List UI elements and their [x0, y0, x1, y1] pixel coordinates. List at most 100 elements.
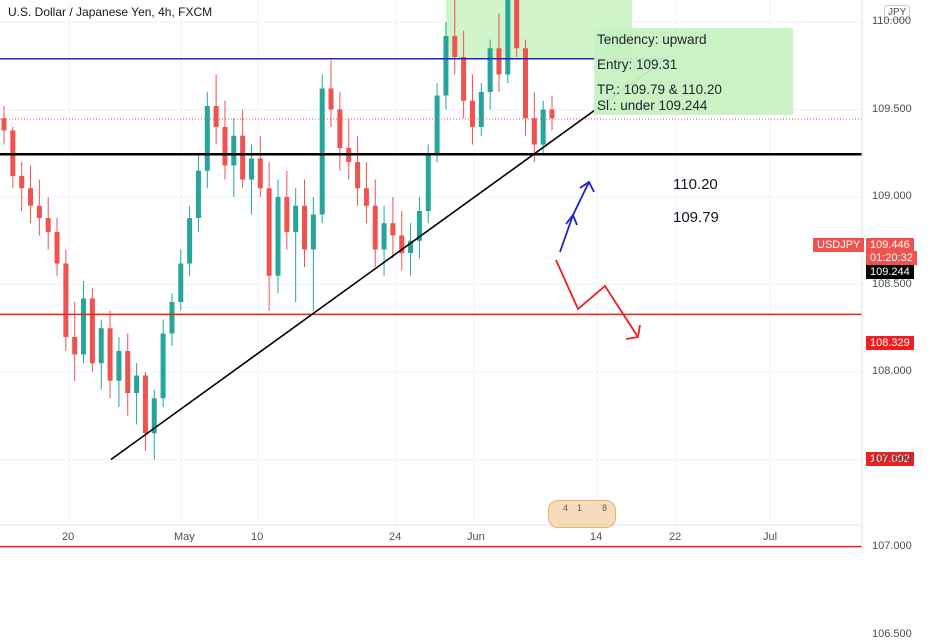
candle-down — [142, 375, 148, 434]
candle-up — [81, 298, 87, 355]
time-axis-label: 22 — [669, 531, 682, 543]
candle-down — [363, 188, 369, 206]
candle-down — [54, 232, 60, 264]
price-axis-label: 106.500 — [872, 627, 912, 640]
candle-down — [496, 48, 502, 75]
support-price-tag: 109.244 — [866, 265, 914, 279]
price-axis-label: 107.500 — [872, 452, 912, 465]
ascending-trendline[interactable] — [110, 58, 667, 461]
candle-up — [160, 333, 166, 399]
candle-up — [231, 135, 237, 166]
candle-down — [337, 109, 343, 148]
candle-up — [505, 0, 511, 75]
candle-up — [540, 109, 546, 145]
price-axis-label: 108.500 — [872, 277, 912, 290]
candle-up — [178, 263, 184, 302]
candle-up — [169, 302, 175, 334]
entry-text: Entry: 109.31 — [597, 57, 678, 72]
time-axis-label: 24 — [389, 531, 402, 543]
time-axis-label: Jun — [467, 531, 485, 543]
price-axis-label: 109.000 — [872, 190, 912, 202]
grid-lines — [0, 0, 862, 548]
candle-down — [266, 188, 272, 276]
candle-down — [461, 57, 467, 101]
candle-up — [319, 88, 325, 215]
candle-down — [355, 162, 361, 189]
candle-down — [19, 176, 25, 189]
red-level-1-tag: 108.329 — [866, 336, 914, 350]
candle-down — [469, 100, 475, 127]
candle-up — [151, 398, 157, 434]
bullish-arrow-short-head — [565, 213, 578, 226]
candle-up — [434, 95, 440, 154]
price-axis-label: 107.000 — [872, 540, 912, 552]
bullish-arrow-short[interactable] — [559, 214, 574, 253]
economic-events-badge[interactable]: 4 1 8 — [548, 500, 616, 528]
bearish-arrow[interactable] — [555, 259, 639, 338]
candle-down — [89, 298, 95, 364]
candle-down — [125, 351, 131, 393]
candle-down — [399, 235, 405, 253]
event-count-3: 8 — [602, 503, 608, 513]
candle-down — [36, 205, 42, 218]
candles-layer — [1, 0, 555, 460]
candle-down — [213, 106, 219, 127]
bearish-arrow-head — [625, 324, 641, 340]
candle-up — [98, 328, 104, 364]
candle-up — [204, 106, 210, 171]
trade-plan-note[interactable]: Tendency: upward Entry: 109.31 TP.: 109.… — [594, 28, 793, 115]
tendency-text: Tendency: upward — [597, 32, 707, 47]
candle-up — [195, 170, 201, 218]
candle-up — [293, 205, 299, 232]
bullish-arrow-long[interactable] — [572, 181, 590, 216]
level-lines — [0, 58, 862, 548]
sl-text: Sl.: under 109.244 — [597, 98, 708, 113]
price-axis-label: 109.500 — [872, 102, 912, 115]
candle-down — [107, 328, 113, 381]
candle-up — [248, 158, 254, 180]
chart-title: U.S. Dollar / Japanese Yen, 4h, FXCM — [8, 5, 213, 19]
candle-down — [452, 36, 458, 57]
candle-up — [425, 153, 431, 211]
candle-up — [116, 351, 122, 381]
candle-up — [487, 48, 493, 92]
candle-up — [134, 375, 140, 393]
current-price-tag: 109.446 — [866, 238, 914, 252]
candle-down — [222, 127, 228, 166]
time-axis-label: May — [174, 531, 195, 543]
candle-up — [416, 211, 422, 241]
level-label-109-79: 109.79 — [673, 209, 719, 226]
candle-down — [28, 188, 34, 206]
tp-text: TP.: 109.79 & 110.20 — [597, 82, 722, 97]
price-axis-label: 108.000 — [872, 365, 912, 377]
candle-up — [187, 218, 193, 264]
candle-down — [522, 48, 528, 119]
event-count-2: 1 — [577, 503, 583, 513]
candle-down — [257, 158, 263, 189]
candle-down — [45, 218, 51, 232]
candle-down — [72, 337, 78, 355]
level-label-110-20: 110.20 — [673, 176, 718, 193]
ticker-tag: USDJPY — [813, 238, 865, 252]
candle-up — [310, 214, 316, 250]
candle-up — [443, 36, 449, 96]
candle-down — [240, 135, 246, 180]
candle-up — [478, 92, 484, 127]
candle-down — [328, 88, 334, 110]
price-axis-label: 110.000 — [872, 15, 911, 27]
candle-down — [514, 0, 520, 49]
countdown-tag: 01:20:32 — [866, 251, 917, 265]
red-level-2-tag: 107.002 — [866, 452, 914, 466]
candle-down — [302, 205, 308, 250]
candle-up — [408, 240, 414, 253]
time-axis-label: 10 — [251, 531, 264, 543]
bullish-arrow-long-head — [579, 180, 595, 193]
candle-down — [372, 205, 378, 250]
candle-down — [531, 118, 537, 145]
candle-down — [1, 118, 7, 131]
currency-button[interactable]: JPY — [884, 5, 911, 20]
event-count-1: 4 — [563, 503, 569, 513]
candle-down — [549, 109, 555, 119]
candle-down — [63, 263, 69, 337]
candle-up — [381, 223, 387, 250]
